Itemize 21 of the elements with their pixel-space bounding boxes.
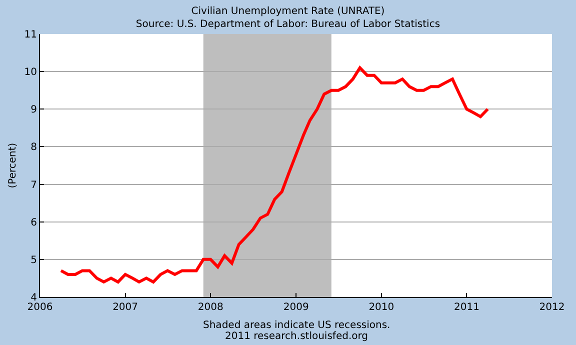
y-axis-title: (Percent) (7, 142, 18, 188)
x-tick-label: 2009 (283, 302, 309, 313)
x-tick-label: 2006 (27, 302, 53, 313)
y-tick-label: 6 (30, 217, 37, 228)
y-tick-label: 7 (30, 180, 37, 191)
text: Shaded areas indicate US recessions. (203, 320, 390, 331)
x-tick-label: 2011 (454, 302, 480, 313)
chart-title: Civilian Unemployment Rate (UNRATE) (191, 6, 385, 17)
x-tick-label: 2007 (112, 302, 138, 313)
text: 2011 research.stlouisfed.org (225, 331, 368, 342)
x-tick-label: 2010 (368, 302, 394, 313)
y-tick-label: 4 (30, 292, 37, 304)
y-tick-label: 9 (30, 104, 37, 116)
y-tick-label: 8 (30, 142, 37, 154)
chart-subtitle: Source: U.S. Department of Labor: Bureau of Labor Statistics (136, 18, 440, 30)
x-tick-label: 2012 (539, 302, 565, 313)
line-series (60, 66, 490, 284)
y-tick-label: 5 (30, 254, 37, 266)
y-tick-label: 10 (24, 67, 37, 78)
y-tick-label: 11 (24, 30, 37, 40)
x-tick-label: 2008 (198, 302, 224, 313)
